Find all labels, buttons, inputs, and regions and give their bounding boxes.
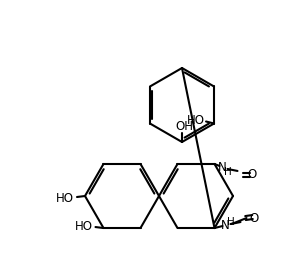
Text: O: O xyxy=(250,211,259,225)
Text: OH: OH xyxy=(175,120,193,132)
Text: H: H xyxy=(226,217,234,227)
Text: HO: HO xyxy=(187,114,205,127)
Text: N: N xyxy=(221,218,230,232)
Text: HO: HO xyxy=(56,192,74,204)
Text: H: H xyxy=(223,167,231,177)
Text: N: N xyxy=(218,161,227,174)
Text: HO: HO xyxy=(75,219,92,233)
Text: O: O xyxy=(247,169,256,181)
